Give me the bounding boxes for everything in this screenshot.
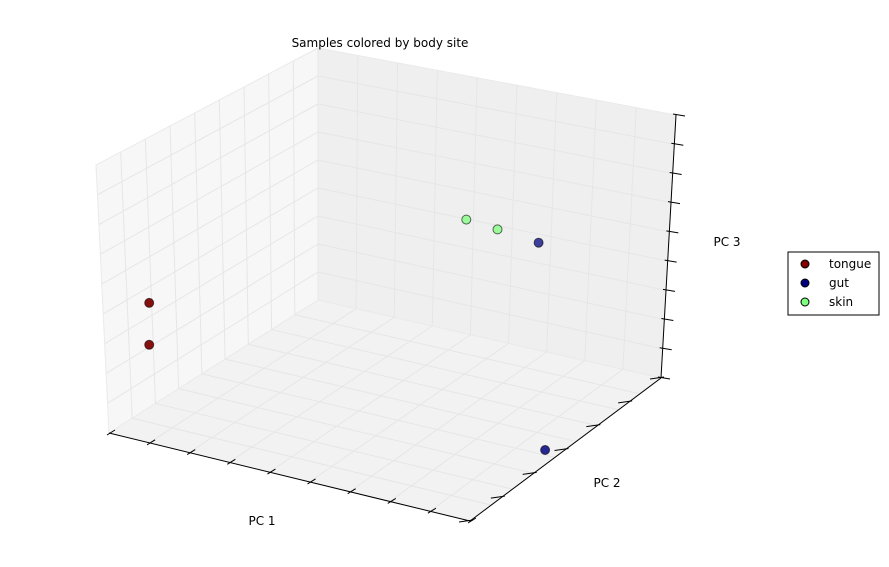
x-tick <box>146 439 156 446</box>
x-axis-label: PC 1 <box>248 514 275 528</box>
point-tongue-1 <box>144 339 155 350</box>
grid-line-back-x <box>622 107 637 370</box>
grid-line-left-y <box>144 138 156 404</box>
y-tick <box>618 400 633 404</box>
z-tick <box>671 142 684 146</box>
z-tick <box>657 376 671 380</box>
x-tick <box>307 478 316 485</box>
grid-line-back-z <box>317 215 667 291</box>
grid-line-floor-y <box>248 343 598 427</box>
grid-line-floor-y <box>271 329 619 411</box>
y-axis-label: PC 2 <box>593 476 620 490</box>
y-tick <box>490 495 505 499</box>
x-axis-line <box>108 432 471 522</box>
grid-line-floor-y <box>294 314 640 395</box>
data-points <box>144 214 551 455</box>
grid-line-left-z <box>104 215 319 345</box>
grid-line-floor-x <box>229 325 433 463</box>
y-axis-line <box>469 377 662 522</box>
z-axis-line <box>660 114 677 379</box>
grid-line-floor-y <box>178 388 534 474</box>
point-gut-0 <box>533 237 544 248</box>
grid-line-back-z <box>317 131 672 204</box>
legend-marker-gut <box>800 278 810 288</box>
grid-line-floor-x <box>429 368 624 512</box>
z-tick <box>659 347 672 351</box>
grid-line-back-z <box>317 243 665 321</box>
z-tick <box>672 113 686 117</box>
grid-line-back-z <box>317 103 673 174</box>
grid-line-left-z <box>105 243 319 374</box>
grid-line-left-z <box>107 271 319 404</box>
grid-line-floor-x <box>269 334 471 473</box>
axis-ticks <box>106 113 686 524</box>
grid-line-left-y <box>169 125 180 389</box>
grid-line-back-x <box>469 77 478 335</box>
point-skin-1 <box>492 224 503 235</box>
point-gut-1 <box>540 445 551 455</box>
x-tick <box>387 498 397 504</box>
gridlines <box>97 55 675 512</box>
grid-line-left-z <box>97 75 319 196</box>
grid-line-floor-x <box>309 342 509 483</box>
x-tick <box>186 449 196 455</box>
grid-line-floor-x <box>349 351 547 493</box>
grid-line-back-z <box>317 159 670 233</box>
z-tick <box>661 318 674 322</box>
grid-line-left-y <box>268 73 273 330</box>
chart-title: Samples colored by body site <box>292 36 469 50</box>
legend-label-tongue: tongue <box>829 257 871 271</box>
legend: tongue gut skin <box>787 251 880 316</box>
grid-line-floor-y <box>224 358 577 443</box>
grid-line-left-z <box>101 159 319 285</box>
z-tick <box>662 288 676 292</box>
z-tick <box>667 201 681 205</box>
grid-line-back-x <box>546 92 558 353</box>
z-tick <box>669 171 682 175</box>
y-tick <box>586 424 601 428</box>
z-axis-label: PC 3 <box>713 235 740 249</box>
grid-line-floor-y <box>201 373 556 458</box>
point-skin-0 <box>461 214 472 225</box>
legend-marker-tongue <box>800 259 810 269</box>
grid-line-floor-y <box>132 417 492 506</box>
y-tick <box>522 471 537 475</box>
grid-line-back-z <box>317 187 668 262</box>
grid-line-back-x <box>355 55 359 309</box>
z-tick <box>664 259 677 263</box>
grid-line-back-z <box>317 271 663 350</box>
grid-line-floor-x <box>148 308 357 444</box>
grid-line-left-y <box>292 60 296 315</box>
grid-line-left-z <box>100 131 319 255</box>
grid-line-left-z <box>98 103 319 225</box>
z-tick <box>666 230 679 234</box>
grid-line-left-y <box>243 86 249 345</box>
axis-panes <box>95 47 677 522</box>
legend-label-gut: gut <box>829 276 849 290</box>
x-tick <box>347 488 356 495</box>
grid-line-left-y <box>194 112 203 374</box>
y-tick <box>554 448 569 451</box>
legend-label-skin: skin <box>829 295 853 309</box>
axis-lines <box>108 114 677 522</box>
y-tick <box>458 519 474 523</box>
grid-line-back-x <box>431 70 438 327</box>
legend-marker-skin <box>800 297 810 307</box>
grid-line-left-y <box>218 99 226 360</box>
x-tick <box>106 429 116 436</box>
grid-line-back-x <box>393 62 399 318</box>
x-tick <box>427 507 437 514</box>
x-tick <box>227 458 236 465</box>
x-tick <box>267 468 276 475</box>
grid-line-left-y <box>120 151 133 419</box>
grid-line-floor-y <box>155 402 513 490</box>
point-tongue-0 <box>144 297 155 308</box>
grid-line-floor-x <box>389 360 586 502</box>
grid-line-back-z <box>317 75 675 145</box>
grid-line-left-z <box>102 187 319 315</box>
grid-line-back-x <box>508 85 518 344</box>
grid-line-back-x <box>584 100 597 361</box>
grid-line-floor-x <box>188 316 395 453</box>
